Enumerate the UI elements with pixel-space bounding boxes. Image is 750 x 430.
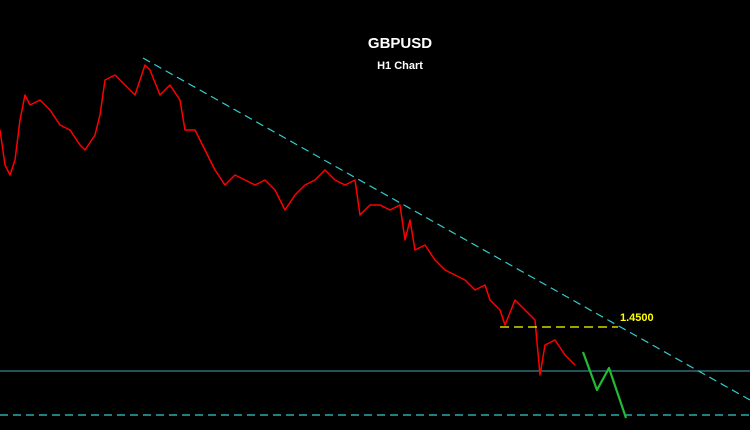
chart-title: GBPUSD: [368, 35, 432, 52]
chart-subtitle: H1 Chart: [377, 60, 423, 72]
trendline: [142, 57, 750, 401]
resistance-label: 1.4500: [620, 312, 654, 324]
projection-line: [581, 351, 628, 419]
price-line: [0, 64, 576, 376]
